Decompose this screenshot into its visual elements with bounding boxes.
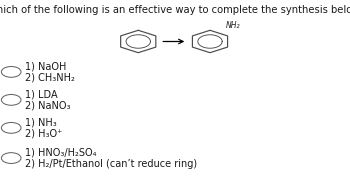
Text: 2) CH₃NH₂: 2) CH₃NH₂ <box>25 72 75 82</box>
Text: Which of the following is an effective way to complete the synthesis below.: Which of the following is an effective w… <box>0 5 350 15</box>
Text: 1) NH₃: 1) NH₃ <box>25 118 57 128</box>
Text: NH₂: NH₂ <box>226 21 240 30</box>
Text: 1) NaOH: 1) NaOH <box>25 62 66 72</box>
Text: 2) H₃O⁺: 2) H₃O⁺ <box>25 128 63 138</box>
Text: 2) NaNO₃: 2) NaNO₃ <box>25 100 71 110</box>
Text: 1) LDA: 1) LDA <box>25 90 58 100</box>
Text: 2) H₂/Pt/Ethanol (can’t reduce ring): 2) H₂/Pt/Ethanol (can’t reduce ring) <box>25 159 197 169</box>
Text: 1) HNO₃/H₂SO₄: 1) HNO₃/H₂SO₄ <box>25 147 97 157</box>
